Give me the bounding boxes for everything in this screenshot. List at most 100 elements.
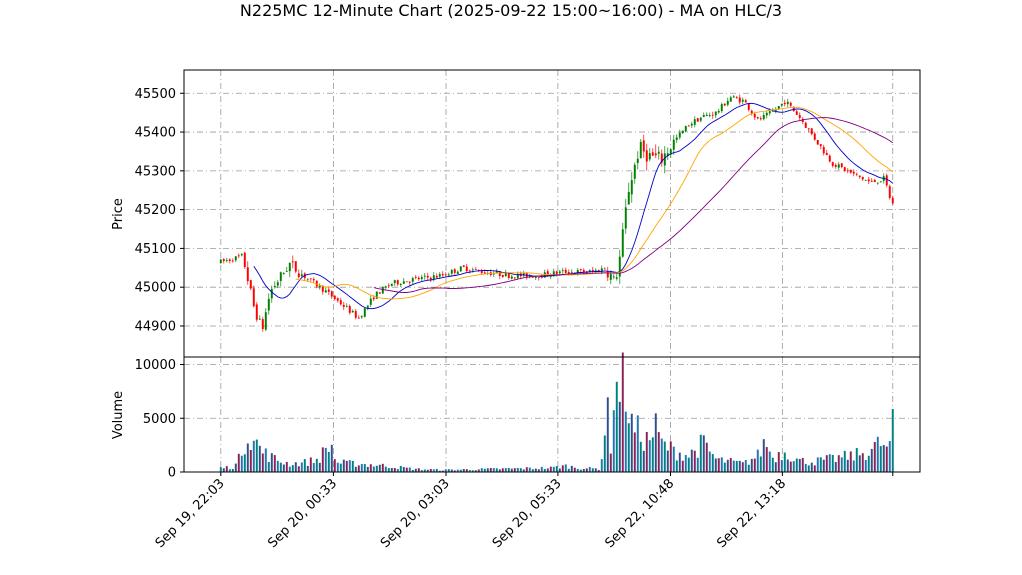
volume-bar xyxy=(612,410,615,472)
candle-body xyxy=(399,283,402,285)
volume-bar xyxy=(843,450,846,472)
candle-body xyxy=(585,272,588,274)
price-tick-label: 44900 xyxy=(135,319,176,334)
volume-bar xyxy=(783,452,786,472)
volume-bar xyxy=(558,468,561,472)
volume-bar xyxy=(297,466,300,472)
volume-bar xyxy=(375,465,378,472)
candle-body xyxy=(237,255,240,257)
volume-bar xyxy=(591,468,594,472)
volume-bar xyxy=(834,461,837,472)
candle-body xyxy=(735,97,738,99)
volume-bar xyxy=(471,470,474,472)
candle-body xyxy=(747,103,750,110)
volume-bar xyxy=(837,455,840,472)
volume-bar xyxy=(294,462,297,472)
candle-body xyxy=(417,277,420,280)
volume-bar xyxy=(549,466,552,472)
candle-body xyxy=(537,277,540,279)
volume-bar xyxy=(648,440,651,472)
volume-bar xyxy=(564,464,567,472)
candle-body xyxy=(411,278,414,282)
candle-body xyxy=(807,128,810,130)
volume-bar xyxy=(291,465,294,472)
volume-bar xyxy=(489,468,492,472)
candle-body xyxy=(588,270,591,272)
candle-body xyxy=(318,285,321,288)
volume-bar xyxy=(633,432,636,472)
volume-bar xyxy=(447,469,450,472)
volume-bar xyxy=(276,460,279,472)
volume-bar xyxy=(393,467,396,472)
volume-bar xyxy=(726,459,729,472)
candle-body xyxy=(558,271,561,274)
volume-bar xyxy=(609,453,612,472)
candle-body xyxy=(312,279,315,281)
candle-body xyxy=(693,119,696,125)
volume-bar xyxy=(474,470,477,472)
volume-bar xyxy=(384,466,387,472)
candle-body xyxy=(741,99,744,102)
volume-bar xyxy=(714,458,717,472)
volume-bar xyxy=(234,463,237,472)
candle-body xyxy=(663,153,666,166)
candle-body xyxy=(768,111,771,114)
volume-bar xyxy=(864,459,867,472)
candle-body xyxy=(384,286,387,288)
volume-bar xyxy=(759,456,762,472)
candle-body xyxy=(483,272,486,274)
candle-body xyxy=(687,125,690,127)
volume-bar xyxy=(750,458,753,472)
candle-body xyxy=(591,269,594,272)
candle-body xyxy=(567,272,570,274)
candle-body xyxy=(774,109,777,111)
volume-bar xyxy=(345,460,348,472)
volume-bar xyxy=(402,467,405,472)
candle-body xyxy=(354,311,357,318)
candle-body xyxy=(729,97,732,102)
volume-bar xyxy=(249,449,252,472)
candle-body xyxy=(291,261,294,263)
candle-body xyxy=(744,100,747,103)
candle-body xyxy=(696,118,699,122)
volume-bar xyxy=(411,469,414,472)
price-tick-label: 45100 xyxy=(135,242,176,257)
volume-bar xyxy=(795,458,798,472)
candle-body xyxy=(780,103,783,106)
volume-bar xyxy=(354,466,357,472)
volume-bar xyxy=(876,436,879,472)
candle-body xyxy=(429,277,432,280)
volume-bar xyxy=(717,458,720,472)
candle-body xyxy=(243,252,246,267)
price-tick-label: 45200 xyxy=(135,203,176,218)
candle-body xyxy=(414,277,417,278)
volume-bar xyxy=(642,450,645,472)
candle-body xyxy=(408,281,411,283)
candle-body xyxy=(654,153,657,156)
volume-bar xyxy=(732,460,735,472)
volume-bar xyxy=(300,462,303,472)
candle-body xyxy=(297,273,300,278)
candle-body xyxy=(420,277,423,280)
volume-bar xyxy=(396,469,399,472)
volume-bar xyxy=(465,469,468,472)
volume-tick-label: 5000 xyxy=(143,412,176,427)
candle-body xyxy=(387,285,390,287)
volume-bar xyxy=(273,455,276,472)
volume-bar xyxy=(372,466,375,472)
candle-body xyxy=(759,118,762,120)
candle-body xyxy=(792,106,795,111)
volume-bar xyxy=(540,466,543,472)
volume-bar xyxy=(720,457,723,472)
candle-body xyxy=(381,287,384,294)
x-tick-label: Sep 19, 22:03 xyxy=(153,476,228,551)
candle-body xyxy=(861,177,864,180)
volume-bar xyxy=(711,454,714,472)
candle-body xyxy=(690,123,693,126)
candle-body xyxy=(852,171,855,174)
volume-bar xyxy=(378,464,381,472)
volume-bar xyxy=(675,460,678,472)
volume-bar xyxy=(339,463,342,472)
volume-bar xyxy=(414,468,417,472)
volume-bar xyxy=(663,441,666,472)
